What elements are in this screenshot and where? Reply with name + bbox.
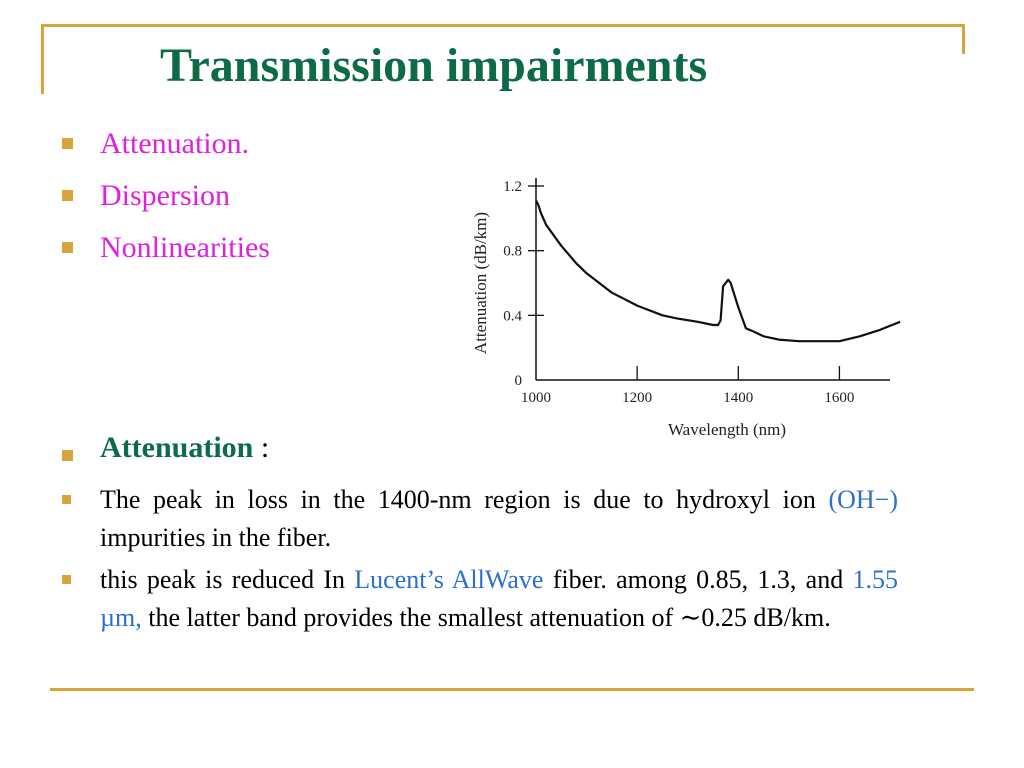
y-axis-label: Attenuation (dB/km) <box>471 212 490 354</box>
topic-item-nonlinearities: Nonlinearities <box>62 222 270 274</box>
frame-line-top <box>41 24 965 27</box>
x-axis-label: Wavelength (nm) <box>668 420 786 439</box>
x-tick-label: 1200 <box>622 390 652 406</box>
y-tick-label: 0.8 <box>503 244 522 260</box>
slide-title: Transmission impairments <box>160 39 708 92</box>
explanation-item: this peak is reduced In Lucent’s AllWave… <box>62 561 898 637</box>
frame-line-right <box>962 24 965 54</box>
chart-axes <box>535 178 890 381</box>
attenuation-heading: Attenuation : <box>62 431 269 465</box>
topic-label: Nonlinearities <box>100 231 270 264</box>
y-tick-label: 1.2 <box>503 179 522 195</box>
highlight-allwave: Lucent’s AllWave <box>354 565 544 594</box>
explanation-item: The peak in loss in the 1400-nm region i… <box>62 481 898 557</box>
bullet-square-icon <box>62 190 73 201</box>
chart-ticks <box>528 185 841 380</box>
bullet-square-icon <box>62 575 71 584</box>
highlight-oh: (OH−) <box>828 485 898 514</box>
text-run: The peak in loss in the 1400-nm region i… <box>100 485 829 514</box>
y-tick-label: 0.4 <box>503 308 522 324</box>
topic-label: Attenuation. <box>100 127 250 160</box>
y-tick-label: 0 <box>515 373 523 389</box>
x-tick-label: 1600 <box>824 390 854 406</box>
text-run: this peak is reduced In <box>100 565 355 594</box>
frame-line-bottom <box>50 688 974 691</box>
x-tick-label: 1000 <box>521 390 551 406</box>
topic-label: Dispersion <box>100 179 230 212</box>
text-run: the latter band provides the smallest at… <box>141 603 831 632</box>
chart-tick-labels: 1000 1200 1400 1600 0 0.4 0.8 1.2 <box>503 179 854 406</box>
bullet-square-icon <box>62 138 73 149</box>
bullet-square-icon <box>62 242 73 253</box>
topic-item-dispersion: Dispersion <box>62 170 270 222</box>
bullet-square-icon <box>62 495 71 504</box>
text-run: fiber. among 0.85, 1.3, and <box>543 565 853 594</box>
x-tick-label: 1400 <box>723 390 753 406</box>
frame-line-left <box>41 24 44 94</box>
text-run: impurities in the fiber. <box>100 523 332 552</box>
topic-list: Attenuation. Dispersion Nonlinearities <box>62 118 270 274</box>
highlight-wavelength: 1.55 µm, <box>100 565 898 632</box>
bullet-square-icon <box>62 450 73 461</box>
attenuation-chart: 1000 1200 1400 1600 0 0.4 0.8 1.2 Wavelength (n… <box>471 178 901 439</box>
topic-item-attenuation: Attenuation. <box>62 118 270 170</box>
attenuation-heading-suffix: : <box>253 431 270 464</box>
explanation-list: The peak in loss in the 1400-nm region i… <box>62 481 898 641</box>
attenuation-curve <box>535 200 901 343</box>
attenuation-heading-word: Attenuation <box>100 431 254 464</box>
